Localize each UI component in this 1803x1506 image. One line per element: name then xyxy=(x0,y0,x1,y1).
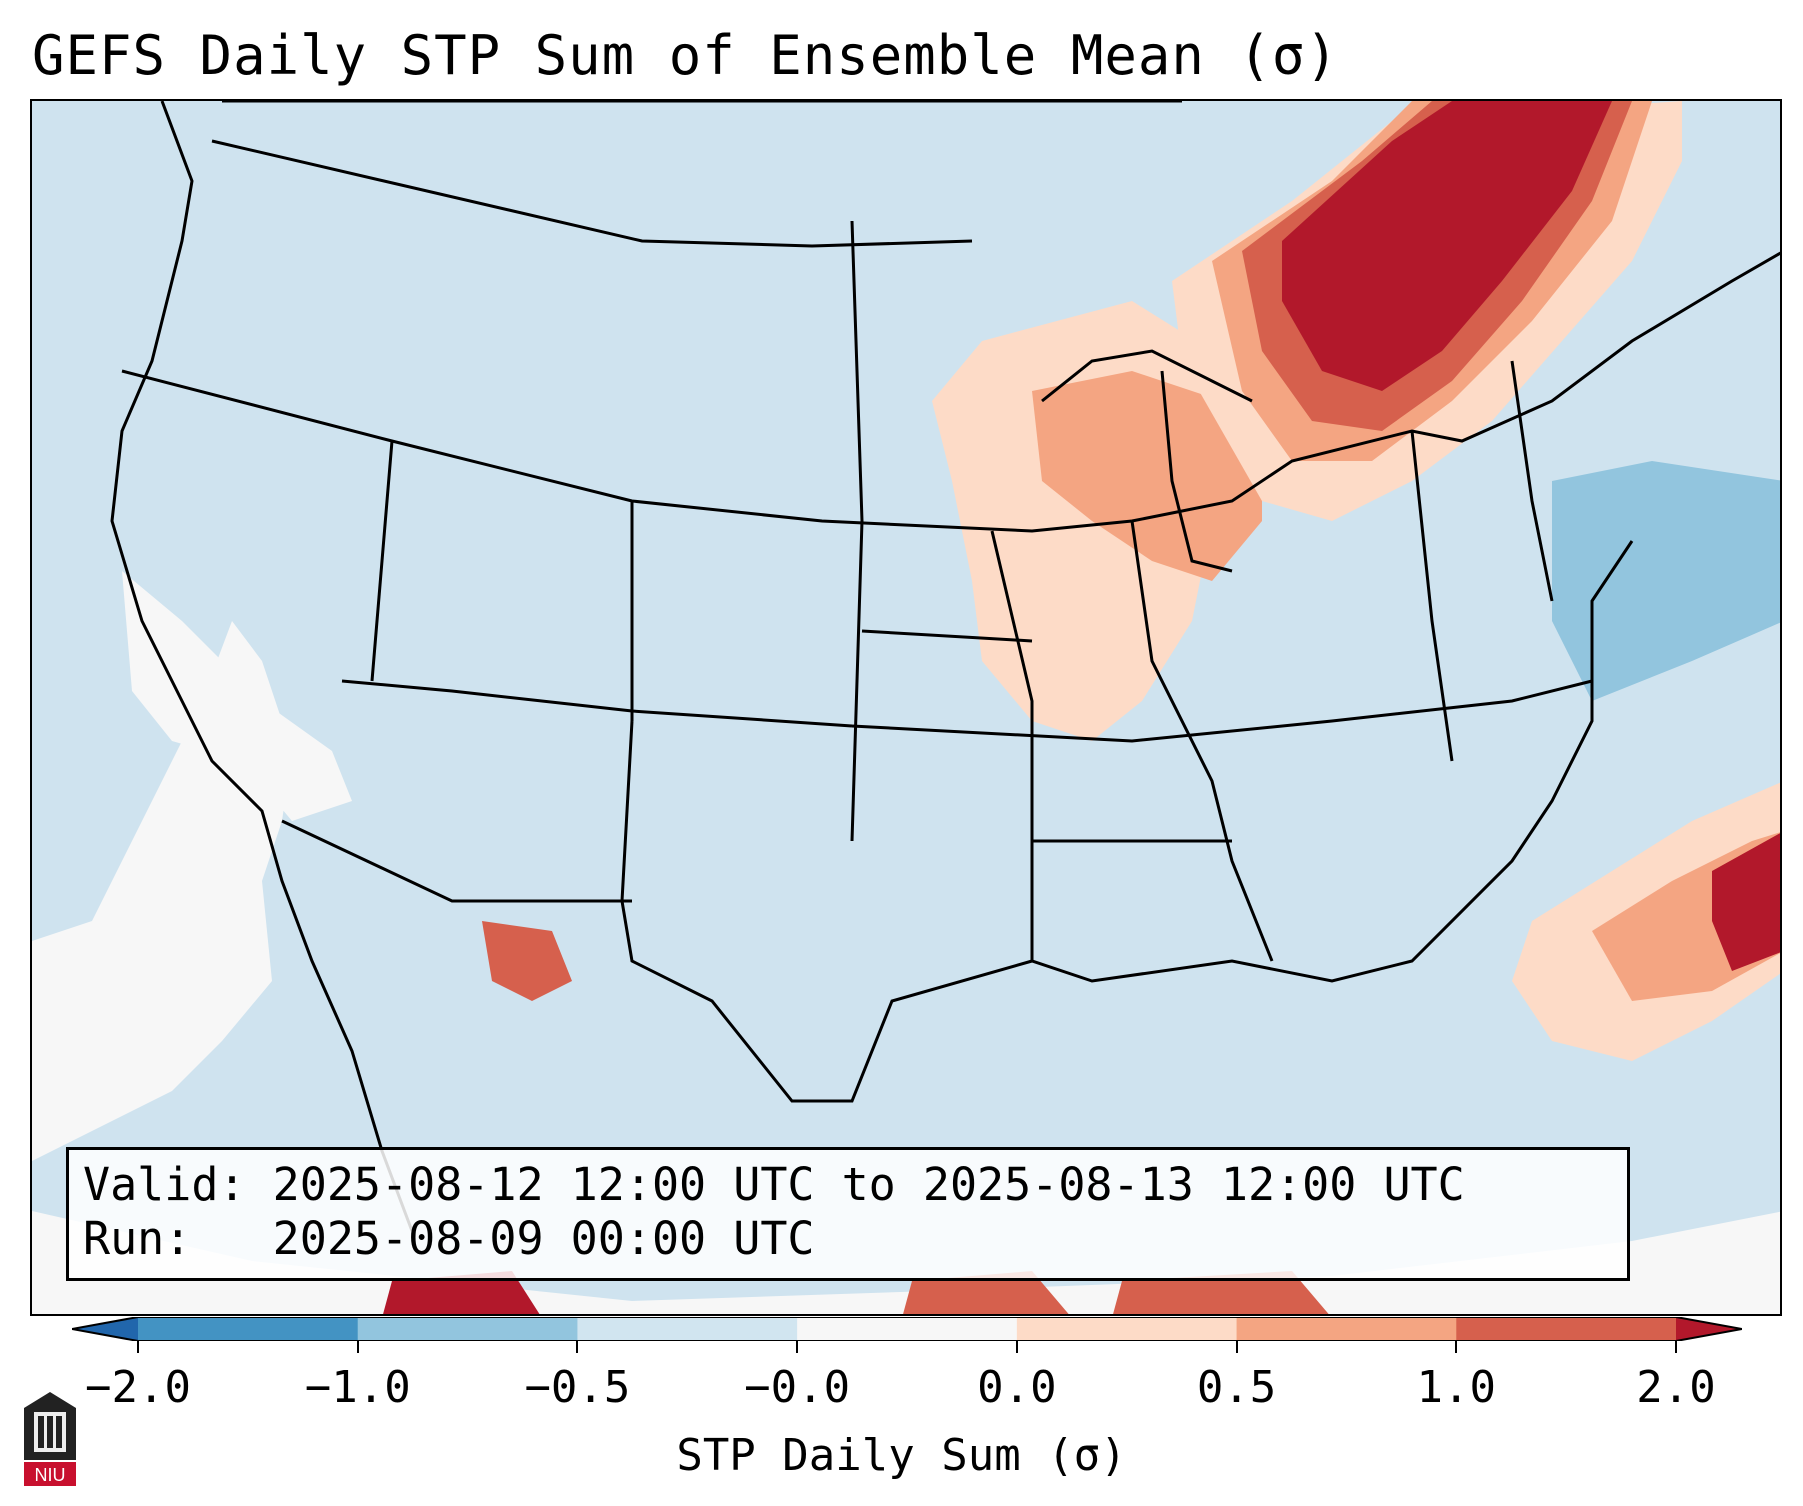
colorbar-bin-under xyxy=(72,1317,138,1341)
colorbar-bin xyxy=(357,1317,578,1341)
colorbar-tick-label: −0.5 xyxy=(524,1362,631,1413)
colorbar-bin xyxy=(1016,1317,1238,1341)
colorbar-tick-mark xyxy=(1455,1341,1458,1353)
valid-run-info-box: Valid: 2025-08-12 12:00 UTC to 2025-08-1… xyxy=(66,1147,1630,1281)
colorbar-tick-mark xyxy=(576,1341,579,1353)
colorbar-tick-label: 0.5 xyxy=(1196,1362,1277,1413)
colorbar-bin-over xyxy=(1676,1317,1742,1341)
niu-logo: NIU xyxy=(24,1392,76,1486)
colorbar-bin xyxy=(797,1317,1018,1341)
colorbar-tick-label: 2.0 xyxy=(1636,1362,1716,1413)
colorbar-tick-label: 0.0 xyxy=(977,1362,1057,1413)
colorbar-tick-mark xyxy=(1235,1341,1238,1353)
colorbar-tick-mark xyxy=(1015,1341,1018,1353)
boundaries xyxy=(110,101,1780,1232)
colorbar-tick-mark xyxy=(137,1341,139,1353)
colorbar-tick-label: −1.0 xyxy=(304,1362,411,1413)
colorbar-tick-mark xyxy=(796,1341,799,1353)
map-canvas xyxy=(32,101,1780,1314)
colorbar-tick-label: −0.0 xyxy=(744,1362,851,1413)
field-patches xyxy=(32,101,1780,1314)
colorbar-bins xyxy=(72,1317,1742,1341)
colorbar-label: STP Daily Sum (σ) xyxy=(676,1430,1127,1481)
map-panel xyxy=(30,99,1782,1316)
colorbar-bin xyxy=(577,1317,798,1341)
colorbar xyxy=(72,1317,1742,1341)
run-label: Run: xyxy=(83,1212,192,1265)
colorbar-bin xyxy=(1456,1317,1677,1341)
colorbar-tick-mark xyxy=(1675,1341,1677,1353)
run-value: 2025-08-09 00:00 UTC xyxy=(272,1212,815,1265)
colorbar-tick-label: 1.0 xyxy=(1416,1362,1497,1413)
chart-title: GEFS Daily STP Sum of Ensemble Mean (σ) xyxy=(32,24,1339,87)
colorbar-bin xyxy=(138,1317,359,1341)
logo-text: NIU xyxy=(35,1465,66,1485)
valid-value: 2025-08-12 12:00 UTC to 2025-08-13 12:00… xyxy=(272,1158,1465,1211)
valid-label: Valid: xyxy=(83,1158,246,1211)
colorbar-tick-label: −2.0 xyxy=(85,1362,191,1413)
colorbar-bin xyxy=(1236,1317,1457,1341)
colorbar-tick-mark xyxy=(356,1341,359,1353)
